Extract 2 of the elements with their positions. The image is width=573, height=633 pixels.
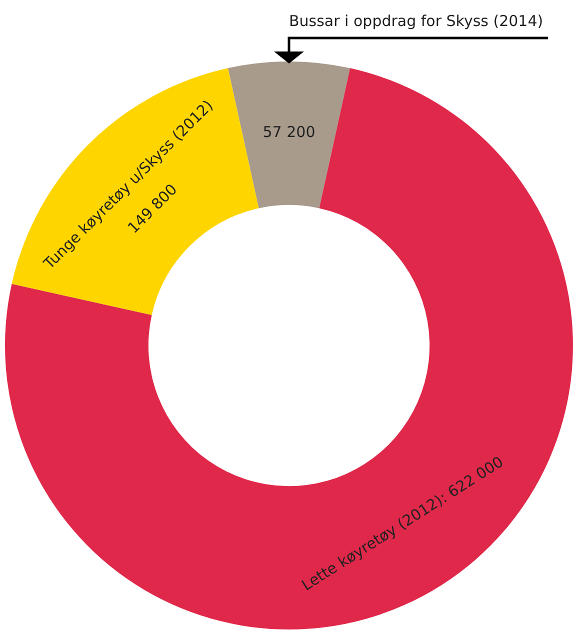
data-label: 57 200 (262, 123, 316, 142)
slice-label: Bussar i oppdrag for Skyss (2014) (289, 12, 544, 30)
